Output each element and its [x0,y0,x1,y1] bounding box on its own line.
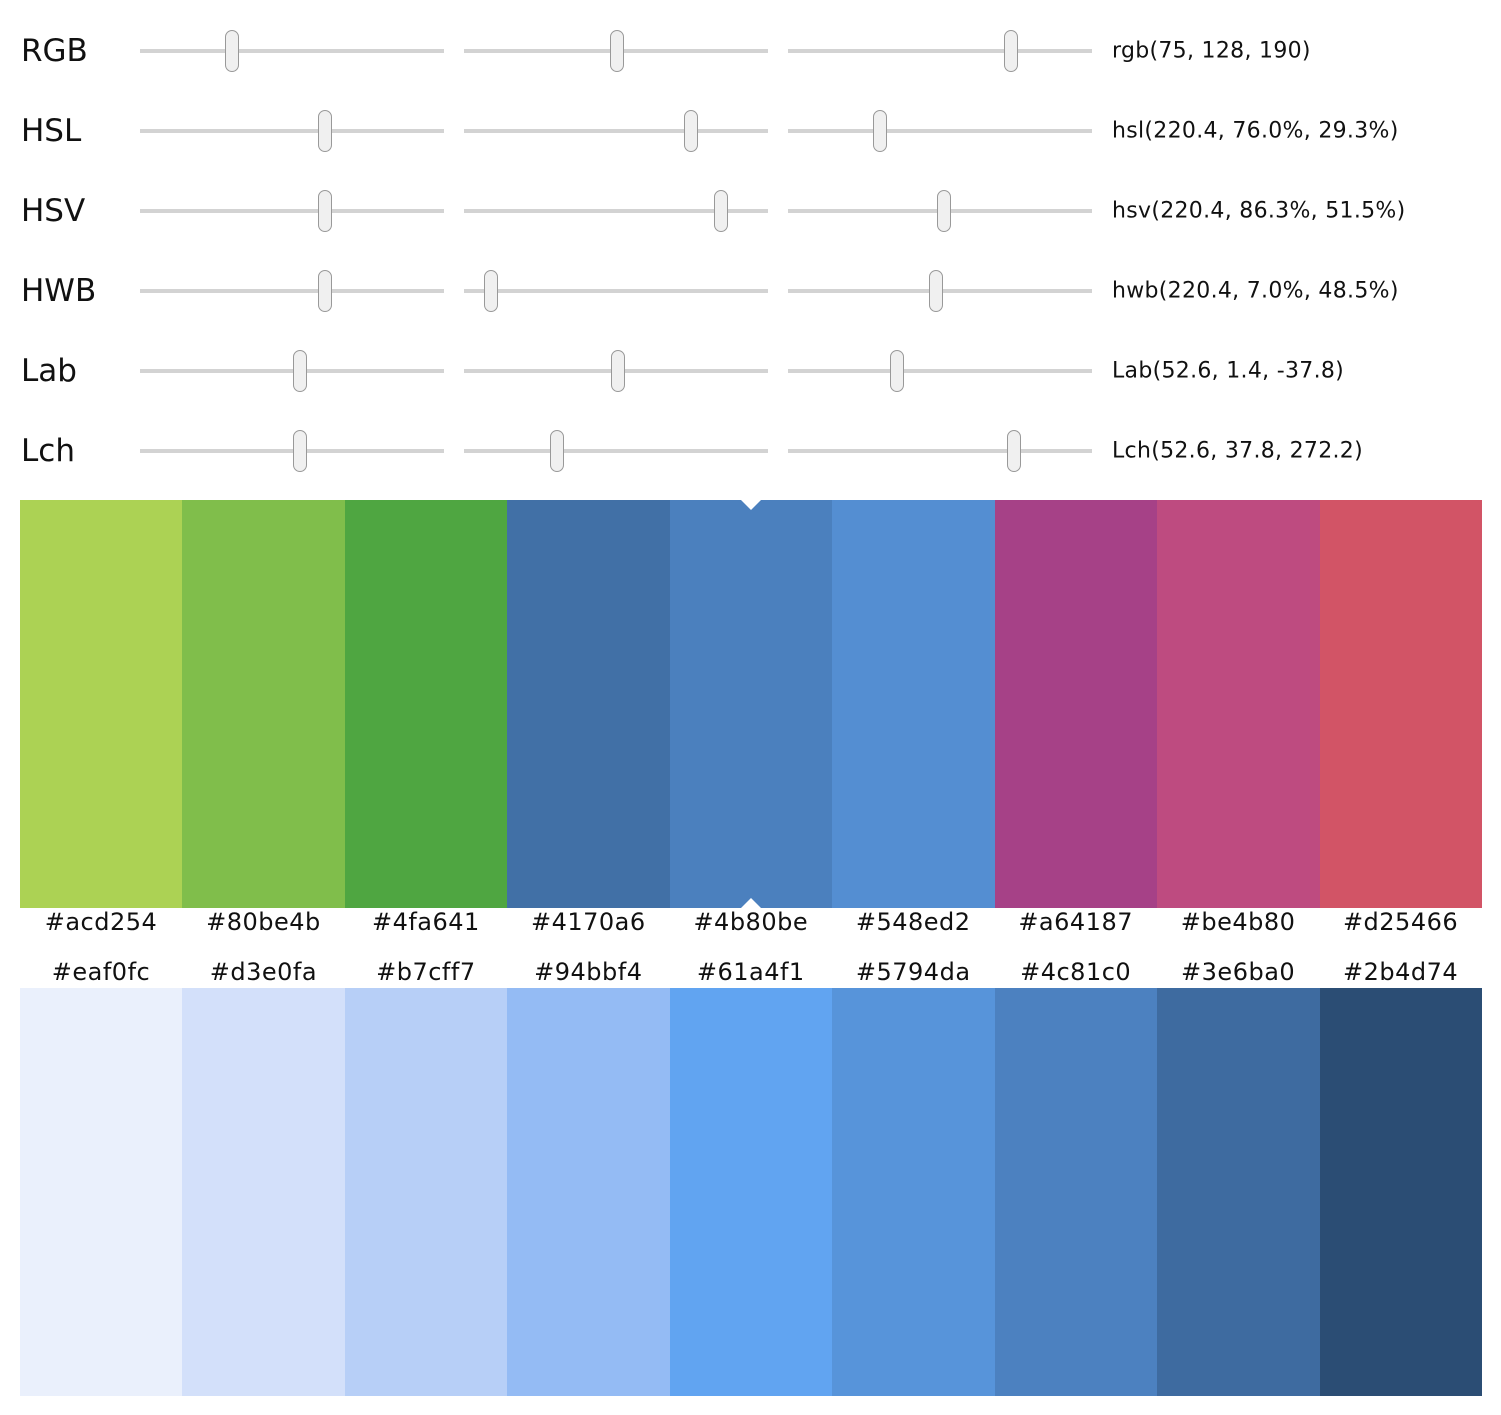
slider-row-hsl: HSL hsl(220.4, 76.0%, 29.3%) [0,91,1501,171]
hue-swatch-hex: #548ed2 [855,908,971,936]
slider-row-lab: Lab Lab(52.6, 1.4, -37.8) [0,331,1501,411]
tint-swatch[interactable] [507,988,671,1396]
slider-track-1[interactable] [140,449,444,453]
tint-swatch-hex: #94bbf4 [534,958,643,986]
slider-track-2[interactable] [464,449,768,453]
tint-swatch-hex: #61a4f1 [696,958,805,986]
selected-indicator-top-icon [741,500,761,510]
slider-track-1[interactable] [140,129,444,133]
hue-swatch[interactable] [20,500,183,908]
slider-row-hwb: HWB hwb(220.4, 7.0%, 48.5%) [0,251,1501,331]
slider-thumb-2[interactable] [549,430,564,472]
slider-track-2[interactable] [464,289,768,293]
slider-row-hsv: HSV hsv(220.4, 86.3%, 51.5%) [0,171,1501,251]
selected-indicator-bottom-icon [741,898,761,908]
slider-track-3[interactable] [788,49,1092,53]
tint-swatch[interactable] [20,988,183,1396]
slider-thumb-3[interactable] [1007,430,1022,472]
tint-swatch[interactable] [1157,988,1321,1396]
slider-thumb-2[interactable] [484,270,499,312]
model-value-text: Lch(52.6, 37.8, 272.2) [1112,438,1363,464]
hue-swatch[interactable] [344,500,508,908]
tint-swatch-hex: #3e6ba0 [1181,958,1296,986]
slider-track-2[interactable] [464,209,768,213]
hue-swatch-hex: #be4b80 [1180,908,1296,936]
tint-swatch[interactable] [669,988,833,1396]
tint-swatch-hex: #2b4d74 [1342,958,1459,986]
slider-thumb-1[interactable] [317,110,332,152]
slider-thumb-1[interactable] [292,430,307,472]
hue-swatch[interactable] [669,500,833,908]
hue-swatch-hex: #d25466 [1342,908,1459,936]
hue-swatch-hex: #4fa641 [371,908,480,936]
slider-row-lch: Lch Lch(52.6, 37.8, 272.2) [0,411,1501,491]
model-label: HSV [21,193,86,229]
hue-swatch[interactable] [507,500,671,908]
slider-thumb-1[interactable] [317,190,332,232]
model-label: Lch [21,433,75,469]
model-value-text: Lab(52.6, 1.4, -37.8) [1112,358,1345,384]
model-label: RGB [21,33,88,69]
slider-track-3[interactable] [788,129,1092,133]
slider-track-1[interactable] [140,289,444,293]
hue-swatch-hex: #80be4b [206,908,321,936]
hue-swatch[interactable] [1157,500,1321,908]
tint-swatch-hex: #5794da [855,958,971,986]
slider-thumb-2[interactable] [609,30,624,72]
slider-thumb-2[interactable] [610,350,625,392]
tint-swatch[interactable] [182,988,346,1396]
tint-swatch[interactable] [1319,988,1483,1396]
slider-track-1[interactable] [140,209,444,213]
slider-thumb-3[interactable] [890,350,905,392]
slider-thumb-1[interactable] [317,270,332,312]
model-label: Lab [21,353,77,389]
tint-swatch[interactable] [344,988,508,1396]
slider-track-2[interactable] [464,129,768,133]
tint-swatch[interactable] [832,988,996,1396]
slider-thumb-3[interactable] [928,270,943,312]
model-label: HSL [21,113,82,149]
hue-swatch-hex: #4170a6 [530,908,646,936]
slider-thumb-2[interactable] [684,110,699,152]
slider-thumb-3[interactable] [1004,30,1019,72]
model-value-text: hsv(220.4, 86.3%, 51.5%) [1112,198,1406,224]
slider-thumb-3[interactable] [937,190,952,232]
model-value-text: hsl(220.4, 76.0%, 29.3%) [1112,118,1399,144]
slider-thumb-2[interactable] [714,190,729,232]
tint-swatch-hex: #d3e0fa [209,958,318,986]
hue-swatch-hex: #4b80be [693,908,809,936]
slider-thumb-3[interactable] [872,110,887,152]
tint-swatch[interactable] [994,988,1158,1396]
tint-swatch-hex: #b7cff7 [376,958,476,986]
hue-swatch[interactable] [182,500,346,908]
model-value-text: hwb(220.4, 7.0%, 48.5%) [1112,278,1399,304]
hue-swatch[interactable] [1319,500,1483,908]
slider-track-1[interactable] [140,49,444,53]
slider-thumb-1[interactable] [292,350,307,392]
model-label: HWB [21,273,97,309]
tint-swatch-hex: #eaf0fc [51,958,151,986]
slider-track-3[interactable] [788,449,1092,453]
hue-swatch-hex: #a64187 [1018,908,1133,936]
tint-swatch-hex: #4c81c0 [1020,958,1132,986]
model-value-text: rgb(75, 128, 190) [1112,38,1311,64]
slider-thumb-1[interactable] [225,30,240,72]
slider-track-1[interactable] [140,369,444,373]
slider-row-rgb: RGB rgb(75, 128, 190) [0,11,1501,91]
hue-swatch[interactable] [994,500,1158,908]
slider-track-3[interactable] [788,369,1092,373]
hue-swatch[interactable] [832,500,996,908]
hue-swatch-hex: #acd254 [44,908,158,936]
